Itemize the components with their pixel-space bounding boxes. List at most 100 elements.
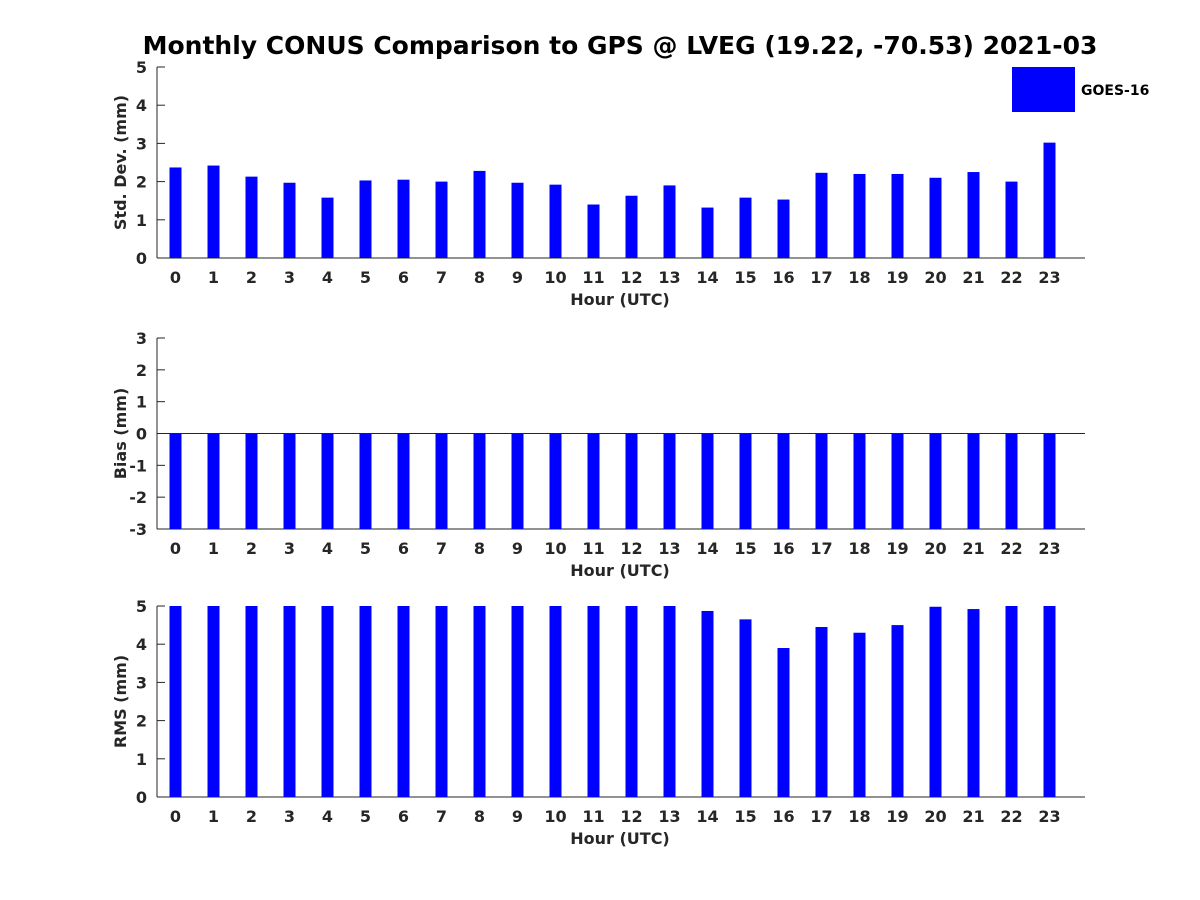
- bar-rms-hour-20: [929, 606, 942, 797]
- bar-rms-hour-11: [587, 606, 600, 797]
- bar-bias-hour-20: [929, 433, 942, 529]
- x-tick-label: 5: [360, 807, 371, 826]
- x-tick-label: 22: [1000, 268, 1022, 287]
- bar-rms-hour-22: [1005, 606, 1018, 797]
- x-tick-label: 15: [734, 268, 756, 287]
- x-tick-label: 23: [1038, 539, 1060, 558]
- y-tick-label: -2: [129, 488, 147, 507]
- x-tick-label: 5: [360, 539, 371, 558]
- x-tick-label: 7: [436, 539, 447, 558]
- legend-label: GOES-16: [1081, 83, 1149, 99]
- bar-std-dev-hour-4: [321, 197, 334, 258]
- x-tick-label: 15: [734, 539, 756, 558]
- y-axis-label: RMS (mm): [111, 655, 130, 748]
- x-axis-label: Hour (UTC): [570, 290, 670, 309]
- bar-rms-hour-15: [739, 619, 752, 797]
- bar-bias-hour-3: [283, 433, 296, 529]
- bar-bias-hour-21: [967, 433, 980, 529]
- bar-bias-hour-15: [739, 433, 752, 529]
- bar-std-dev-hour-1: [207, 165, 220, 258]
- y-tick-label: 3: [136, 134, 147, 153]
- x-tick-label: 14: [696, 268, 718, 287]
- x-tick-label: 15: [734, 807, 756, 826]
- y-axis-label: Bias (mm): [111, 388, 130, 480]
- bar-std-dev-hour-18: [853, 173, 866, 258]
- bar-std-dev-hour-21: [967, 172, 980, 258]
- y-tick-label: 4: [136, 96, 147, 115]
- y-tick-label: 0: [136, 249, 147, 268]
- bar-bias-hour-7: [435, 433, 448, 529]
- x-tick-label: 1: [208, 268, 219, 287]
- x-tick-label: 4: [322, 807, 333, 826]
- x-tick-label: 13: [658, 268, 680, 287]
- bar-rms-hour-9: [511, 606, 524, 797]
- legend: GOES-16: [1012, 67, 1149, 112]
- bar-rms-hour-19: [891, 625, 904, 797]
- x-tick-label: 19: [886, 539, 908, 558]
- x-tick-label: 10: [544, 539, 566, 558]
- y-tick-label: 0: [136, 788, 147, 807]
- bar-std-dev-hour-11: [587, 204, 600, 258]
- x-tick-label: 6: [398, 268, 409, 287]
- bar-std-dev-hour-22: [1005, 181, 1018, 258]
- x-tick-label: 3: [284, 268, 295, 287]
- y-tick-label: 0: [136, 425, 147, 444]
- x-tick-label: 5: [360, 268, 371, 287]
- x-tick-label: 20: [924, 539, 946, 558]
- x-tick-label: 23: [1038, 268, 1060, 287]
- bar-bias-hour-23: [1043, 433, 1056, 529]
- x-tick-label: 7: [436, 807, 447, 826]
- x-tick-label: 17: [810, 807, 832, 826]
- x-tick-label: 20: [924, 807, 946, 826]
- x-tick-label: 8: [474, 807, 485, 826]
- y-tick-label: 5: [136, 597, 147, 616]
- bar-rms-hour-7: [435, 606, 448, 797]
- bar-std-dev-hour-12: [625, 195, 638, 258]
- x-tick-label: 21: [962, 539, 984, 558]
- x-tick-label: 14: [696, 807, 718, 826]
- y-tick-label: -1: [129, 456, 147, 475]
- bar-rms-hour-0: [169, 606, 182, 797]
- bar-rms-hour-6: [397, 606, 410, 797]
- x-tick-label: 22: [1000, 807, 1022, 826]
- y-tick-label: 1: [136, 393, 147, 412]
- x-tick-label: 0: [170, 807, 181, 826]
- bar-rms-hour-8: [473, 606, 486, 797]
- x-tick-label: 4: [322, 539, 333, 558]
- bar-bias-hour-16: [777, 433, 790, 529]
- x-tick-label: 23: [1038, 807, 1060, 826]
- bar-bias-hour-5: [359, 433, 372, 529]
- bar-rms-hour-18: [853, 632, 866, 797]
- y-tick-label: 2: [136, 712, 147, 731]
- x-tick-label: 0: [170, 539, 181, 558]
- y-tick-label: 1: [136, 750, 147, 769]
- bar-rms-hour-5: [359, 606, 372, 797]
- bar-std-dev-hour-13: [663, 185, 676, 258]
- x-tick-label: 2: [246, 268, 257, 287]
- x-tick-label: 11: [582, 268, 604, 287]
- bar-bias-hour-14: [701, 433, 714, 529]
- bar-std-dev-hour-9: [511, 182, 524, 258]
- bar-rms-hour-3: [283, 606, 296, 797]
- bar-bias-hour-12: [625, 433, 638, 529]
- bar-rms-hour-13: [663, 606, 676, 797]
- x-tick-label: 22: [1000, 539, 1022, 558]
- bar-bias-hour-17: [815, 433, 828, 529]
- bar-bias-hour-2: [245, 433, 258, 529]
- bar-std-dev-hour-20: [929, 177, 942, 258]
- y-axis-label: Std. Dev. (mm): [111, 95, 130, 230]
- y-tick-label: -3: [129, 520, 147, 539]
- x-tick-label: 21: [962, 807, 984, 826]
- y-tick-label: 5: [136, 58, 147, 77]
- x-tick-label: 18: [848, 268, 870, 287]
- bar-std-dev-hour-10: [549, 184, 562, 258]
- x-tick-label: 10: [544, 807, 566, 826]
- bar-std-dev-hour-8: [473, 170, 486, 258]
- bar-std-dev-hour-23: [1043, 142, 1056, 258]
- bar-std-dev-hour-19: [891, 173, 904, 258]
- chart-title: Monthly CONUS Comparison to GPS @ LVEG (…: [143, 31, 1098, 60]
- bar-bias-hour-0: [169, 433, 182, 529]
- bar-rms-hour-16: [777, 648, 790, 797]
